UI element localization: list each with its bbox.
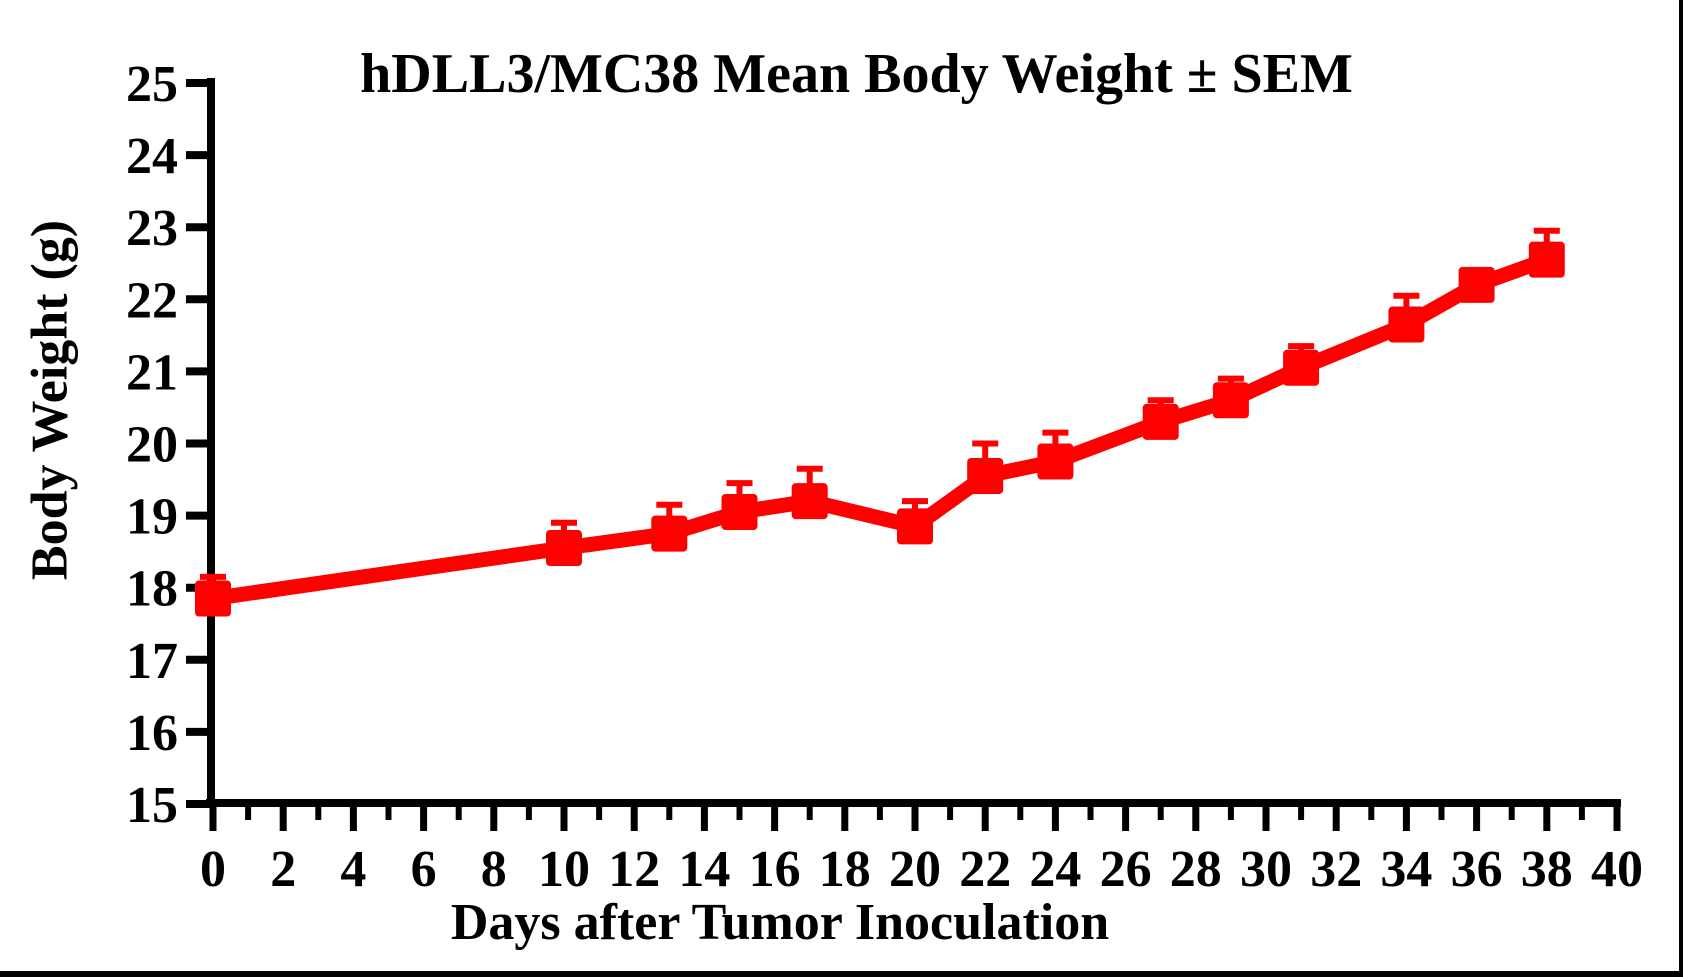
data-point-marker <box>1528 241 1565 278</box>
data-point-marker <box>721 493 758 530</box>
x-tick-label: 4 <box>340 841 366 898</box>
y-tick-label: 20 <box>126 417 178 474</box>
y-tick-label: 24 <box>126 128 178 185</box>
data-point-marker <box>1283 349 1320 386</box>
y-tick-label: 25 <box>126 56 178 113</box>
x-tick-label: 22 <box>959 841 1011 898</box>
series-line <box>205 252 1555 607</box>
y-tick-label: 22 <box>126 272 178 329</box>
x-tick-label: 34 <box>1380 841 1432 898</box>
y-tick-label: 15 <box>126 777 178 834</box>
x-tick-label: 36 <box>1451 841 1503 898</box>
data-point-marker <box>967 457 1004 494</box>
x-tick-label: 12 <box>608 841 660 898</box>
y-tick-label: 16 <box>126 705 178 762</box>
y-tick-label: 17 <box>126 633 178 690</box>
data-point-marker <box>651 515 688 552</box>
x-axis-title: Days after Tumor Inoculation <box>450 894 1110 951</box>
x-tick-label: 20 <box>889 841 941 898</box>
data-point-marker <box>1142 403 1179 440</box>
x-tick-label: 18 <box>819 841 871 898</box>
figure-border-right <box>1679 0 1683 977</box>
x-tick-label: 14 <box>678 841 730 898</box>
x-tick-label: 32 <box>1310 841 1362 898</box>
x-tick-label: 40 <box>1591 841 1643 898</box>
data-point-marker <box>897 508 933 545</box>
x-tick-label: 28 <box>1170 841 1222 898</box>
data-point-marker <box>1212 382 1249 419</box>
x-tick-label: 6 <box>411 841 437 898</box>
x-tick-label: 10 <box>538 841 590 898</box>
x-tick-label: 30 <box>1240 841 1292 898</box>
data-point-marker <box>546 530 582 567</box>
x-tick-label: 2 <box>270 841 296 898</box>
data-point-marker <box>1458 266 1495 303</box>
x-tick-label: 24 <box>1029 841 1081 898</box>
x-tick-label: 16 <box>749 841 801 898</box>
data-point-marker <box>791 483 828 520</box>
y-axis-title: Body Weight (g) <box>21 219 79 581</box>
data-point-marker <box>195 580 231 617</box>
data-point-marker <box>1388 306 1425 343</box>
y-tick-label: 19 <box>126 489 178 546</box>
y-tick-label: 18 <box>126 561 178 618</box>
x-tick-label: 8 <box>481 841 507 898</box>
x-tick-label: 26 <box>1100 841 1152 898</box>
y-tick-label: 23 <box>126 200 178 257</box>
figure-border-bottom <box>0 971 1683 977</box>
data-point-marker <box>1037 443 1074 480</box>
x-tick-label: 0 <box>200 841 226 898</box>
y-tick-label: 21 <box>126 344 178 401</box>
x-tick-label: 38 <box>1521 841 1573 898</box>
chart-title: hDLL3/MC38 Mean Body Weight ± SEM <box>360 43 1353 105</box>
